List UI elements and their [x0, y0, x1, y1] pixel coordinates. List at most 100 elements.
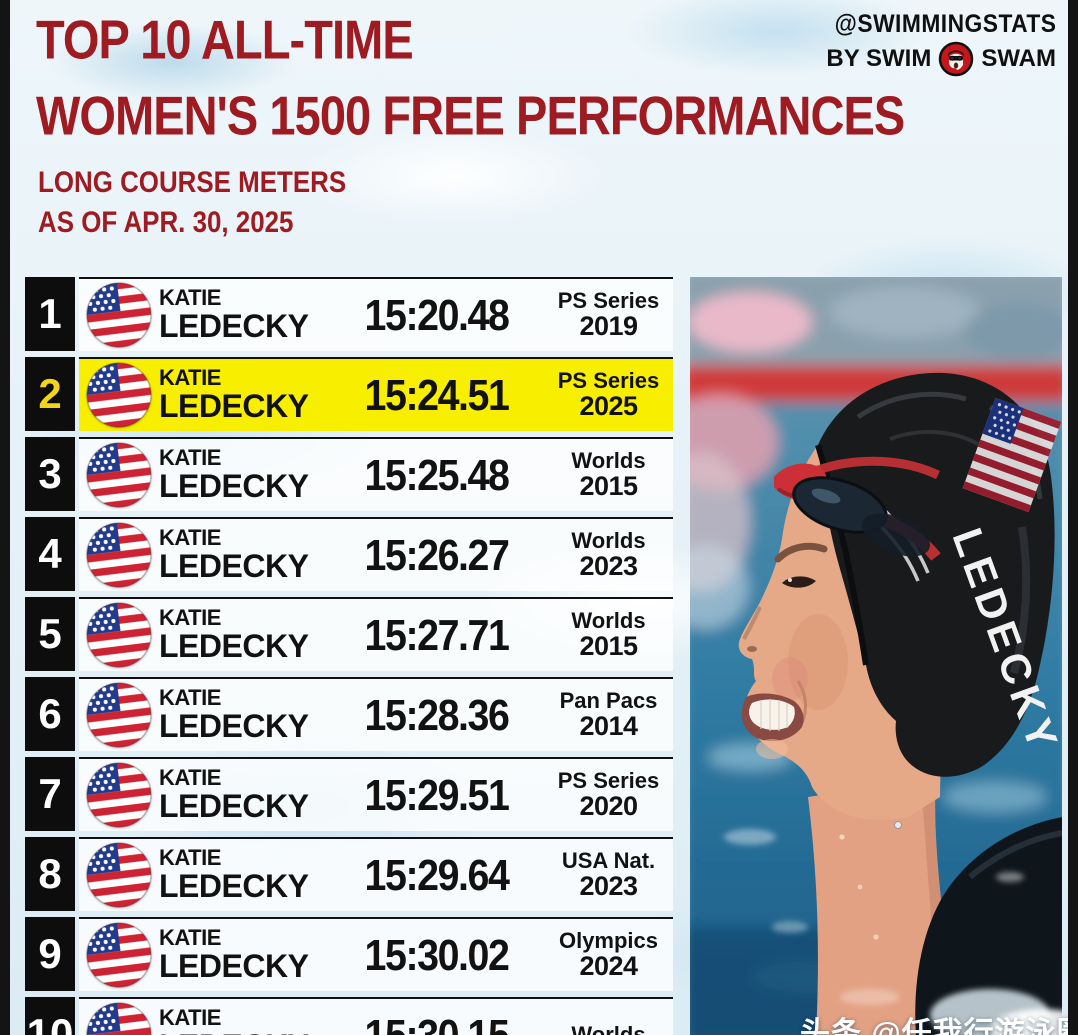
us-flag-icon: [82, 838, 156, 912]
meet-info: Worlds 2023: [544, 528, 673, 582]
rank-badge: 2: [25, 357, 75, 431]
goggles: [774, 456, 941, 561]
meet-year: 2025: [579, 391, 638, 422]
swimmer-first-name: KATIE: [159, 685, 221, 711]
subtitle-date: AS OF APR. 30, 2025: [38, 206, 294, 239]
page-title-line1: TOP 10 ALL-TIME: [36, 9, 414, 71]
meet-info: Worlds 2015: [544, 607, 673, 662]
swimmer-first-name: KATIE: [159, 765, 221, 791]
meet-year: 2015: [579, 471, 638, 502]
swimmer-first-name: KATIE: [159, 525, 221, 551]
swimmer-last-name: LEDECKY: [159, 547, 309, 584]
swimmer-first-name: KATIE: [159, 925, 221, 951]
performance-row: 5 KATIE LEDECKY 15:27.71 Worlds 2015: [25, 597, 673, 671]
swimmer-last-name: LEDECKY: [159, 307, 309, 344]
rank-badge: 10: [25, 997, 75, 1035]
swimmer-first-name: KATIE: [159, 845, 221, 871]
row-content: KATIE LEDECKY 15:24.51 PS Series 2025: [79, 357, 673, 431]
swimmer-first-name: KATIE: [159, 605, 221, 631]
performance-time: 15:26.27: [364, 530, 510, 579]
swimmer-name: KATIE LEDECKY: [159, 287, 329, 344]
performance-time: 15:29.64: [364, 850, 510, 899]
swimmer-last-name: LEDECKY: [159, 787, 309, 824]
swimmer-last-name: LEDECKY: [159, 387, 309, 424]
meet-info: Worlds: [544, 1023, 673, 1035]
swimmer-name: KATIE LEDECKY: [159, 685, 329, 744]
swimmer-name: KATIE LEDECKY: [159, 445, 329, 504]
us-flag-icon: [82, 758, 156, 832]
performance-time: 15:30.02: [364, 930, 510, 979]
meet-name: PS Series: [557, 287, 660, 313]
swimmer-first-name: KATIE: [159, 365, 221, 391]
meet-year: 2014: [579, 711, 638, 742]
meet-name: Worlds: [571, 447, 646, 473]
meet-name: PS Series: [557, 767, 660, 793]
performance-row: 3 KATIE LEDECKY 15:25.48 Worlds 2015: [25, 437, 673, 511]
performance-row: 7 KATIE LEDECKY 15:29.51 PS Series 2020: [25, 757, 673, 831]
athlete-shoulder: [915, 817, 1062, 1035]
swimmer-last-name: LEDECKY: [159, 627, 309, 664]
us-flag-icon: [82, 918, 156, 992]
earring-stud: [894, 821, 902, 829]
swimmer-last-name: LEDECKY: [159, 467, 309, 504]
rank-badge: 8: [25, 837, 75, 911]
meet-name: Pan Pacs: [559, 687, 658, 713]
swimmer-name: KATIE LEDECKY: [159, 925, 329, 983]
performance-time: 15:29.51: [364, 770, 510, 819]
rank-badge: 6: [25, 677, 75, 751]
swimmer-first-name: KATIE: [159, 445, 221, 471]
meet-info: Pan Pacs 2014: [544, 687, 673, 742]
us-flag-icon: [82, 518, 156, 592]
meet-name: Worlds: [571, 1022, 646, 1035]
meet-year: 2023: [579, 551, 638, 582]
athlete-photo: LEDECKY: [690, 277, 1062, 1035]
meet-name: Olympics: [558, 927, 659, 953]
meet-info: USA Nat. 2023: [544, 847, 673, 902]
meet-name: PS Series: [557, 367, 660, 393]
us-flag-icon: [82, 358, 156, 432]
meet-year: 2019: [579, 311, 638, 342]
us-flag-icon: [82, 438, 156, 512]
subtitle-course: LONG COURSE METERS: [38, 166, 347, 199]
rank-badge: 1: [25, 277, 75, 351]
performance-row: 4 KATIE LEDECKY 15:26.27 Worlds 2023: [25, 517, 673, 591]
credit-handle: @SWIMMINGSTATS: [834, 10, 1056, 39]
swimmer-name: KATIE LEDECKY: [159, 525, 329, 584]
performance-time: 15:27.71: [364, 610, 510, 659]
meet-name: USA Nat.: [561, 847, 656, 873]
row-content: KATIE LEDECKY 15:20.48 PS Series 2019: [79, 277, 673, 351]
performance-row: 8 KATIE LEDECKY 15:29.64 USA Nat. 2023: [25, 837, 673, 911]
row-content: KATIE LEDECKY 15:27.71 Worlds 2015: [79, 597, 673, 671]
swim-cap: LEDECKY: [815, 372, 1062, 777]
performance-row: 9 KATIE LEDECKY 15:30.02 Olympics 2024: [25, 917, 673, 991]
us-flag-icon: [82, 278, 156, 352]
rank-badge: 9: [25, 917, 75, 991]
row-content: KATIE LEDECKY 15:29.51 PS Series 2020: [79, 757, 673, 831]
watermark-text: 头条 @任我行游泳圈: [800, 1017, 1078, 1035]
row-content: KATIE LEDECKY 15:26.27 Worlds 2023: [79, 517, 673, 591]
performance-table: 1 KATIE LEDECKY 15:20.48 PS Series 2019 …: [25, 277, 673, 1035]
meet-info: Olympics 2024: [544, 927, 673, 982]
rank-badge: 4: [25, 517, 75, 591]
credit-by-right: SWAM: [981, 45, 1056, 72]
eyebrow: [774, 542, 828, 563]
swimswam-logo-icon: [939, 41, 974, 77]
us-flag-icon: [82, 678, 156, 752]
right-border-strip: [1068, 0, 1078, 1035]
row-content: KATIE LEDECKY 15:30.02 Olympics 2024: [79, 917, 673, 991]
left-border-strip: [0, 0, 10, 1035]
swimmer-last-name: LEDECKY: [159, 707, 309, 744]
meet-year: 2015: [579, 631, 638, 662]
rank-badge: 3: [25, 437, 75, 511]
performance-time: 15:30.15: [364, 1010, 510, 1035]
swimmer-name: KATIE LEDECKY: [159, 1007, 329, 1035]
meet-name: Worlds: [571, 607, 646, 633]
us-flag-icon: [82, 998, 156, 1035]
performance-row: 2 KATIE LEDECKY 15:24.51 PS Series 2025: [25, 357, 673, 431]
meet-info: PS Series 2025: [544, 367, 673, 422]
meet-info: PS Series 2019: [544, 287, 673, 342]
meet-info: PS Series 2020: [544, 767, 673, 822]
credit-block: @SWIMMINGSTATS BY SWIM SWAM: [823, 10, 1056, 77]
us-flag-icon: [82, 598, 156, 672]
